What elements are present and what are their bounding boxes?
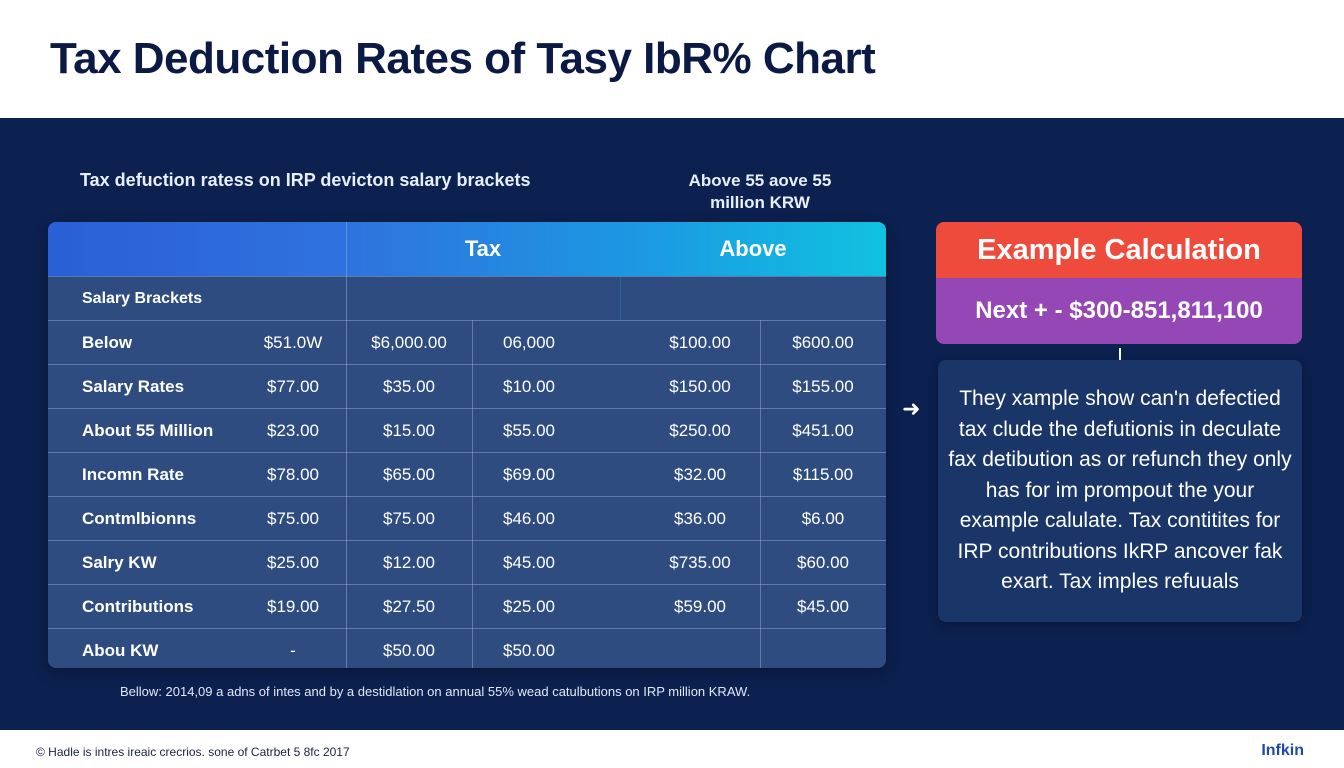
cell-value: 06,000 [503,333,555,352]
cell-value: $77.00 [267,377,319,396]
example-formula: Next + - $300-851,811,100 [936,278,1302,344]
brand-logo[interactable]: Infkin [1261,742,1304,759]
column-divider [346,222,347,668]
cell-value: $59.00 [674,597,726,616]
table-row: Incomn Rate $78.00 $65.00 $69.00 $32.00 … [48,452,886,497]
cell-value: $45.00 [503,553,555,572]
cell-value: $19.00 [267,597,319,616]
cell-value: $69.00 [503,465,555,484]
cell-value: $25.00 [503,597,555,616]
cell-value: $6.00 [801,509,845,528]
main-panel: Tax defuction ratess on IRP devicton sal… [0,118,1344,730]
cell-value: $32.00 [674,465,726,484]
table-row: Salry KW $25.00 $12.00 $45.00 $735.00 $6… [48,540,886,585]
example-note-box: They xample show can'n defectied tax clu… [938,360,1302,622]
cell-value [638,629,762,668]
header-cell-above: Above [719,236,787,261]
table-row-section: Salary Brackets [48,276,886,321]
cell-value: $35.00 [383,377,435,396]
cell-value: $600.00 [792,333,854,352]
cell-value [760,629,886,668]
column-divider [760,320,761,668]
table-row: Abou KW - $50.00 $50.00 [48,628,886,668]
table-subtitle: Tax defuction ratess on IRP devicton sal… [80,170,531,190]
cell-value: $27.50 [383,597,435,616]
row-label: Below [82,333,133,352]
row-label: Salary Rates [82,377,185,396]
cell-value: $23.00 [267,421,319,440]
cell-value: $150.00 [669,377,731,396]
copyright-text: © Hadle is intres ireaic crecrios. sone … [36,745,350,759]
row-label: Salry KW [82,553,157,572]
cell-value: $75.00 [267,509,319,528]
table-row: Contributions $19.00 $27.50 $25.00 $59.0… [48,584,886,629]
page-title: Tax Deduction Rates of Tasy IbR% Chart [50,34,876,83]
above-note: Above 55 aove 55 million KRW [688,171,832,212]
cell-value: $46.00 [503,509,555,528]
cell-value: $115.00 [792,465,854,484]
header-cell-empty [48,222,346,276]
cell-value: $60.00 [797,553,849,572]
cell-value: $250.00 [669,421,731,440]
row-label: Incomn Rate [82,465,185,484]
section-label: Salary Brackets [82,290,203,307]
arrow-right-icon: ➜ [902,396,921,421]
cell-value: $12.00 [383,553,435,572]
cell-value: $45.00 [797,597,849,616]
cell-value: $51.0W [263,333,323,352]
cell-value: $50.00 [383,641,435,660]
table-footnote: Bellow: 2014,09 a adns of intes and by a… [120,684,751,699]
cell-value: $65.00 [383,465,435,484]
table-header: Tax Above [48,222,886,276]
header-cell-tax: Tax [464,236,502,261]
tax-table: Tax Above Salary Brackets Below $51.0W $… [48,222,886,668]
table-row: Contmlbionns $75.00 $75.00 $46.00 $36.00… [48,496,886,541]
column-divider [620,276,621,320]
row-label: Contmlbionns [82,509,197,528]
example-note: They xample show can'n defectied tax clu… [948,387,1292,593]
page-footer: © Hadle is intres ireaic crecrios. sone … [0,730,1344,768]
column-divider [472,320,473,668]
row-label: Abou KW [82,641,159,660]
table-row: Below $51.0W $6,000.00 06,000 $100.00 $6… [48,320,886,365]
cell-value: $75.00 [383,509,435,528]
cell-value: $50.00 [503,641,555,660]
cell-value: - [290,641,296,660]
example-title: Example Calculation [936,222,1302,278]
table-row: About 55 Million $23.00 $15.00 $55.00 $2… [48,408,886,453]
page-header: Tax Deduction Rates of Tasy IbR% Chart [0,0,1344,118]
cell-value: $36.00 [674,509,726,528]
cell-value: $100.00 [669,333,731,352]
cell-value: $155.00 [792,377,854,396]
cell-value: $6,000.00 [371,333,447,352]
cell-value: $25.00 [267,553,319,572]
cell-value: $55.00 [503,421,555,440]
table-row: Salary Rates $77.00 $35.00 $10.00 $150.0… [48,364,886,409]
cell-value: $15.00 [383,421,435,440]
cell-value: $735.00 [669,553,731,572]
connector-line [1119,348,1121,362]
cell-value: $10.00 [503,377,555,396]
cell-value: $78.00 [267,465,319,484]
cell-value: $451.00 [792,421,854,440]
row-label: Contributions [82,597,194,616]
row-label: About 55 Million [82,421,214,440]
